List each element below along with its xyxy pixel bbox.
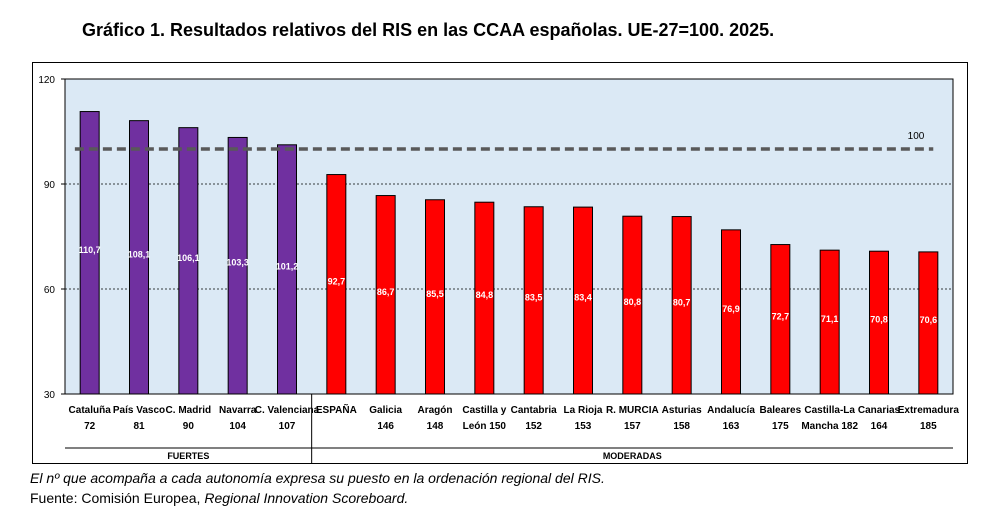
bar <box>326 174 347 395</box>
category-label: Cataluña <box>69 405 112 416</box>
bar <box>573 206 593 395</box>
bar <box>523 206 544 395</box>
category-label: Castilla-La <box>804 405 855 416</box>
category-label: La Rioja <box>564 405 603 416</box>
category-label: Aragón <box>418 405 453 416</box>
y-tick-label: 120 <box>38 75 55 86</box>
bar-value-label: 84,8 <box>476 290 494 300</box>
bar-value-label: 86,7 <box>377 287 395 297</box>
category-rank: 157 <box>624 421 641 432</box>
bar <box>819 249 840 395</box>
category-rank: 81 <box>133 421 145 432</box>
category-label: País Vasco <box>113 405 165 416</box>
bar-value-label: 101,2 <box>276 261 299 271</box>
category-label: Asturias <box>662 405 702 416</box>
category-rank: 146 <box>377 421 394 432</box>
category-rank: 164 <box>871 421 888 432</box>
source-title: Regional Innovation Scoreboard. <box>204 490 409 506</box>
bar-value-label: 83,4 <box>574 293 592 303</box>
bar-value-label: 70,8 <box>870 315 888 325</box>
bar <box>671 216 692 395</box>
group-label-fuertes: FUERTES <box>167 451 209 461</box>
category-rank: 90 <box>183 421 195 432</box>
bar <box>869 250 889 395</box>
bar <box>622 215 643 395</box>
category-rank: 72 <box>84 421 96 432</box>
category-label: R. MURCIA <box>606 405 659 416</box>
bar-value-label: 76,9 <box>722 304 740 314</box>
category-rank: 163 <box>723 421 740 432</box>
bar <box>79 111 100 395</box>
category-rank: 175 <box>772 421 789 432</box>
bar <box>227 136 248 395</box>
group-label-moderadas: MODERADAS <box>603 451 662 461</box>
category-label: Castilla y <box>462 405 506 416</box>
bar <box>178 127 199 395</box>
category-rank: 148 <box>427 421 444 432</box>
plot-area <box>64 78 954 395</box>
chart-title: Gráfico 1. Resultados relativos del RIS … <box>82 20 775 40</box>
bar-value-label: 106,1 <box>177 253 200 263</box>
bar <box>375 195 396 395</box>
category-rank: Mancha 182 <box>801 421 858 432</box>
category-rank: 153 <box>575 421 592 432</box>
y-tick-label: 30 <box>44 390 56 401</box>
bar-value-label: 85,5 <box>426 289 444 299</box>
bar-value-label: 80,8 <box>624 297 642 307</box>
source-note: Fuente: Comisión Europea, Regional Innov… <box>30 490 408 506</box>
y-tick-label: 60 <box>44 285 56 296</box>
bar-value-label: 108,1 <box>128 249 151 259</box>
category-label: Navarra <box>219 405 257 416</box>
bar <box>277 144 297 395</box>
source-prefix: Fuente: Comisión Europea, <box>30 490 205 506</box>
category-rank: 158 <box>673 421 690 432</box>
bar <box>129 120 149 395</box>
category-rank: 107 <box>279 421 296 432</box>
bar-value-label: 103,3 <box>226 258 249 268</box>
chart-frame <box>32 62 968 464</box>
category-label: ESPAÑA <box>316 403 357 416</box>
bar-value-label: 92,7 <box>328 276 346 286</box>
category-label: C. Madrid <box>166 405 212 416</box>
category-label: Galicia <box>369 405 402 416</box>
reference-label: 100 <box>908 131 925 142</box>
bar <box>721 229 741 395</box>
category-label: Canarias <box>858 405 901 416</box>
category-label: Baleares <box>759 405 801 416</box>
bar <box>918 251 939 395</box>
bar-value-label: 70,6 <box>920 315 938 325</box>
bar-value-label: 110,7 <box>79 245 101 255</box>
category-label: Extremadura <box>898 405 960 416</box>
bar-value-label: 83,5 <box>525 292 543 302</box>
category-rank: 104 <box>229 421 246 432</box>
category-label: C. Valenciana <box>255 405 320 416</box>
bar <box>425 199 445 395</box>
category-rank: León 150 <box>463 421 507 432</box>
bar <box>474 201 495 395</box>
bar-value-label: 71,1 <box>821 314 839 324</box>
category-rank: 152 <box>525 421 542 432</box>
category-label: Cantabria <box>511 405 558 416</box>
bar-value-label: 80,7 <box>673 297 691 307</box>
category-rank: 185 <box>920 421 937 432</box>
ranking-note: El nº que acompaña a cada autonomía expr… <box>30 470 605 486</box>
bar-value-label: 72,7 <box>772 311 790 321</box>
bar <box>770 244 791 395</box>
category-label: Andalucía <box>707 405 755 416</box>
y-tick-label: 90 <box>44 180 56 191</box>
